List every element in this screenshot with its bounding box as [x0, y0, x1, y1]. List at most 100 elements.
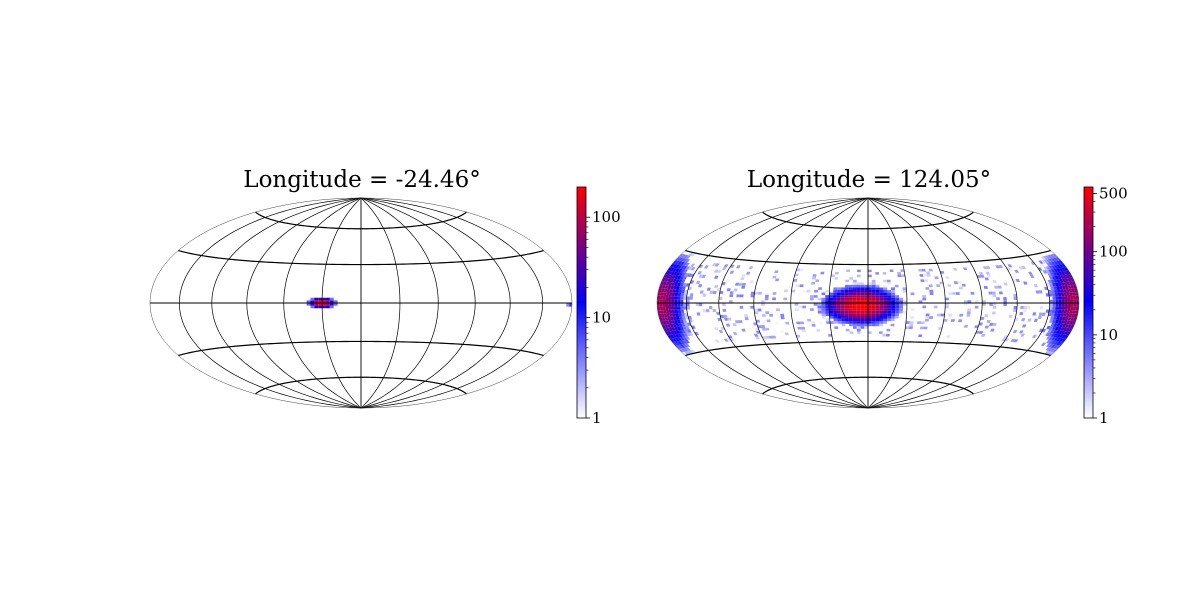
heatmap-cell [871, 297, 876, 301]
heatmap-cell [868, 305, 872, 309]
heatmap-cell [745, 265, 751, 269]
heatmap-cell [1021, 265, 1027, 270]
heatmap-cell [665, 274, 671, 279]
heatmap-cell [1066, 320, 1071, 325]
heatmap-cell [840, 303, 845, 306]
heatmap-cell [811, 276, 817, 280]
heatmap-cell [1060, 282, 1065, 286]
heatmap-cell [724, 317, 729, 321]
heatmap-cell [988, 291, 993, 295]
heatmap-cell [852, 284, 857, 288]
heatmap-cell [1003, 303, 1007, 306]
heatmap-cell [871, 292, 876, 296]
heatmap-cell [665, 303, 669, 307]
heatmap-cell [829, 295, 834, 298]
heatmap-cell [669, 323, 674, 328]
heatmap-cell [1072, 295, 1077, 300]
heatmap-cell [760, 325, 766, 328]
heatmap-cell [1040, 256, 1046, 260]
heatmap-cell [934, 276, 939, 280]
heatmap-cell [883, 300, 888, 303]
heatmap-cell [668, 281, 673, 286]
heatmap-cell [668, 303, 672, 307]
heatmap-cell [1076, 299, 1079, 303]
heatmap-cell [833, 310, 838, 314]
heatmap-cell [1050, 269, 1056, 273]
heatmap-cell [875, 308, 880, 311]
heatmap-cell [732, 332, 738, 336]
heatmap-cell [875, 318, 880, 322]
heatmap-cell [761, 311, 766, 315]
heatmap-cell [1076, 303, 1079, 307]
heatmap-cell [689, 273, 695, 278]
heatmap-cell [1045, 347, 1051, 351]
heatmap-cell [902, 287, 907, 290]
heatmap-cell [922, 305, 927, 309]
heatmap-cell [711, 262, 717, 267]
heatmap-cell [1050, 279, 1055, 284]
heatmap-cell [314, 303, 319, 306]
heatmap-cell [1033, 318, 1038, 322]
heatmap-cell [1045, 266, 1051, 270]
heatmap-cell [868, 297, 872, 301]
heatmap-cell [864, 313, 868, 316]
heatmap-cell [671, 309, 676, 314]
heatmap-cell [1058, 303, 1062, 307]
heatmap-cell [849, 331, 854, 334]
heatmap-cell [754, 308, 758, 312]
heatmap-cell [322, 300, 326, 303]
heatmap-cell [318, 303, 323, 306]
heatmap-cell [706, 287, 711, 291]
heatmap-cell [875, 295, 880, 298]
heatmap-cell [918, 268, 923, 272]
heatmap-cell [883, 292, 888, 296]
heatmap-cell [1057, 319, 1062, 324]
heatmap-cell [948, 292, 953, 295]
heatmap-cell [685, 255, 691, 259]
heatmap-cell [1066, 309, 1071, 314]
heatmap-cell [900, 269, 905, 272]
heatmap-cell [1020, 306, 1024, 310]
heatmap-cell [882, 333, 887, 337]
heatmap-cell [684, 312, 688, 317]
heatmap-cell [924, 279, 929, 282]
heatmap-cell [681, 286, 686, 290]
heatmap-cell [1059, 316, 1063, 321]
heatmap-cell [852, 326, 857, 329]
heatmap-cell [780, 329, 785, 333]
heatmap-cell [887, 303, 892, 306]
parallel-line [255, 211, 467, 230]
heatmap-cell [674, 260, 680, 265]
heatmap-cell [672, 338, 678, 342]
heatmap-cell [864, 308, 868, 311]
heatmap-cell [848, 292, 853, 296]
heatmap-cell [333, 300, 338, 303]
heatmap-cell [852, 321, 857, 324]
heatmap-cell [1045, 332, 1051, 337]
heatmap-cell [795, 334, 801, 338]
heatmap-cell [729, 300, 733, 303]
heatmap-cell [891, 315, 895, 319]
heatmap-cell [1003, 297, 1007, 301]
heatmap-cell [683, 303, 687, 307]
heatmap-cell [871, 303, 876, 306]
heatmap-cell [1058, 338, 1064, 342]
heatmap-cell [671, 296, 675, 300]
heatmap-cell [1064, 296, 1068, 300]
heatmap-cell [755, 319, 761, 323]
heatmap-cell [675, 345, 681, 350]
heatmap-cell [709, 290, 714, 294]
heatmap-cell [868, 287, 872, 291]
heatmap-cell [329, 297, 334, 301]
heatmap-cell [995, 265, 1001, 269]
heatmap-cell [919, 326, 925, 330]
heatmap-cell [920, 321, 925, 325]
heatmap-cell [774, 322, 779, 325]
heatmap-cell [852, 308, 857, 311]
heatmap-cell [974, 325, 979, 329]
heatmap-cell [811, 324, 816, 327]
heatmap-cell [1026, 306, 1031, 310]
heatmap-cell [1052, 348, 1058, 353]
heatmap-cell [837, 287, 842, 291]
heatmap-cell [984, 277, 990, 281]
